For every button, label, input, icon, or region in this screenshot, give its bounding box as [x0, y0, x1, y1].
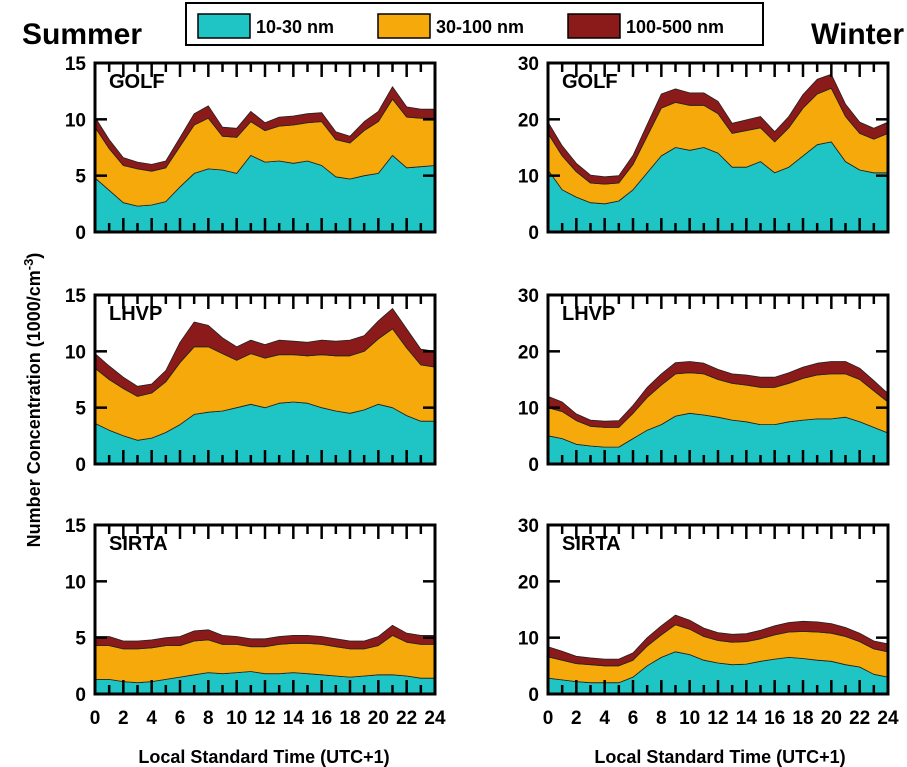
y-axis-label-end: )	[24, 253, 44, 259]
season-label-summer: Summer	[22, 18, 142, 51]
x-axis-label-summer: Local Standard Time (UTC+1)	[138, 747, 389, 767]
legend: 10-30 nm 30-100 nm 100-500 nm	[185, 2, 764, 46]
panel-golf-summer: 0 5 10 15 GOLF	[65, 54, 437, 244]
x-tick-label: 6	[175, 708, 186, 729]
x-tick-label: 22	[849, 708, 870, 729]
legend-swatch	[377, 13, 431, 39]
x-tick-label: 18	[792, 708, 813, 729]
y-tick-label: 0	[528, 223, 539, 244]
legend-frame	[185, 2, 764, 46]
x-tick-label: 8	[656, 708, 667, 729]
y-tick-label: 20	[518, 110, 539, 131]
y-axis-label: Number Concentration (1000/cm-3)	[21, 253, 44, 548]
y-tick-label: 10	[65, 110, 86, 131]
site-label: SIRTA	[562, 533, 621, 555]
x-tick-label: 20	[821, 708, 842, 729]
x-tick-label: 18	[339, 708, 360, 729]
y-tick-label: 10	[518, 167, 539, 188]
site-label: GOLF	[109, 71, 165, 93]
x-tick-label: 10	[679, 708, 700, 729]
y-tick-label: 0	[528, 455, 539, 476]
site-label: SIRTA	[109, 533, 168, 555]
x-tick-label: 2	[571, 708, 582, 729]
x-tick-label: 6	[628, 708, 639, 729]
y-tick-label: 5	[75, 167, 86, 188]
x-tick-label: 24	[877, 708, 899, 729]
y-tick-label: 0	[75, 223, 86, 244]
x-tick-label: 16	[311, 708, 332, 729]
y-tick-label: 20	[518, 572, 539, 593]
x-tick-label: 16	[764, 708, 785, 729]
x-tick-label: 4	[146, 708, 157, 729]
y-tick-label: 30	[518, 516, 539, 537]
legend-label: 30-100 nm	[436, 17, 524, 37]
y-tick-label: 10	[518, 629, 539, 650]
legend-swatch	[567, 13, 621, 39]
y-tick-label: 10	[65, 342, 86, 363]
y-tick-label: 0	[75, 455, 86, 476]
x-tick-label: 22	[396, 708, 417, 729]
x-axis-label-winter: Local Standard Time (UTC+1)	[594, 747, 845, 767]
x-tick-label: 10	[226, 708, 247, 729]
y-tick-label: 20	[518, 342, 539, 363]
y-tick-label: 30	[518, 286, 539, 307]
y-tick-label: 15	[65, 54, 87, 75]
site-label: LHVP	[562, 303, 615, 325]
panel-lhvp-summer: 0 5 10 15 LHVP	[65, 286, 437, 476]
x-tick-label: 14	[736, 708, 758, 729]
panel-lhvp-winter: 0 10 20 30 LHVP	[518, 286, 890, 476]
x-tick-label: 20	[368, 708, 389, 729]
y-tick-label: 15	[65, 516, 87, 537]
site-label: LHVP	[109, 303, 162, 325]
y-tick-label: 10	[65, 572, 86, 593]
legend-label: 10-30 nm	[256, 17, 334, 37]
x-tick-label: 14	[283, 708, 305, 729]
x-tick-label: 0	[543, 708, 554, 729]
y-tick-label: 15	[65, 286, 87, 307]
panel-golf-winter: 0 10 20 30 GOLF	[518, 54, 890, 244]
x-tick-label: 4	[599, 708, 610, 729]
x-tick-label: 2	[118, 708, 129, 729]
season-label-winter: Winter	[811, 18, 904, 51]
y-axis-label-superscript: -3	[21, 259, 36, 271]
y-tick-label: 10	[518, 399, 539, 420]
x-tick-label: 8	[203, 708, 214, 729]
site-label: GOLF	[562, 71, 618, 93]
x-tick-label: 12	[707, 708, 728, 729]
panels: 051015GOLF0102030GOLF051015LHVP0102030LH…	[65, 54, 899, 729]
legend-swatch	[197, 13, 251, 39]
y-tick-label: 5	[75, 399, 86, 420]
y-tick-label: 30	[518, 54, 539, 75]
y-tick-label: 5	[75, 629, 86, 650]
legend-label: 100-500 nm	[626, 17, 724, 37]
y-tick-label: 0	[528, 685, 539, 706]
x-tick-label: 24	[424, 708, 446, 729]
y-tick-label: 0	[75, 685, 86, 706]
x-tick-label: 12	[254, 708, 275, 729]
x-tick-label: 0	[90, 708, 101, 729]
